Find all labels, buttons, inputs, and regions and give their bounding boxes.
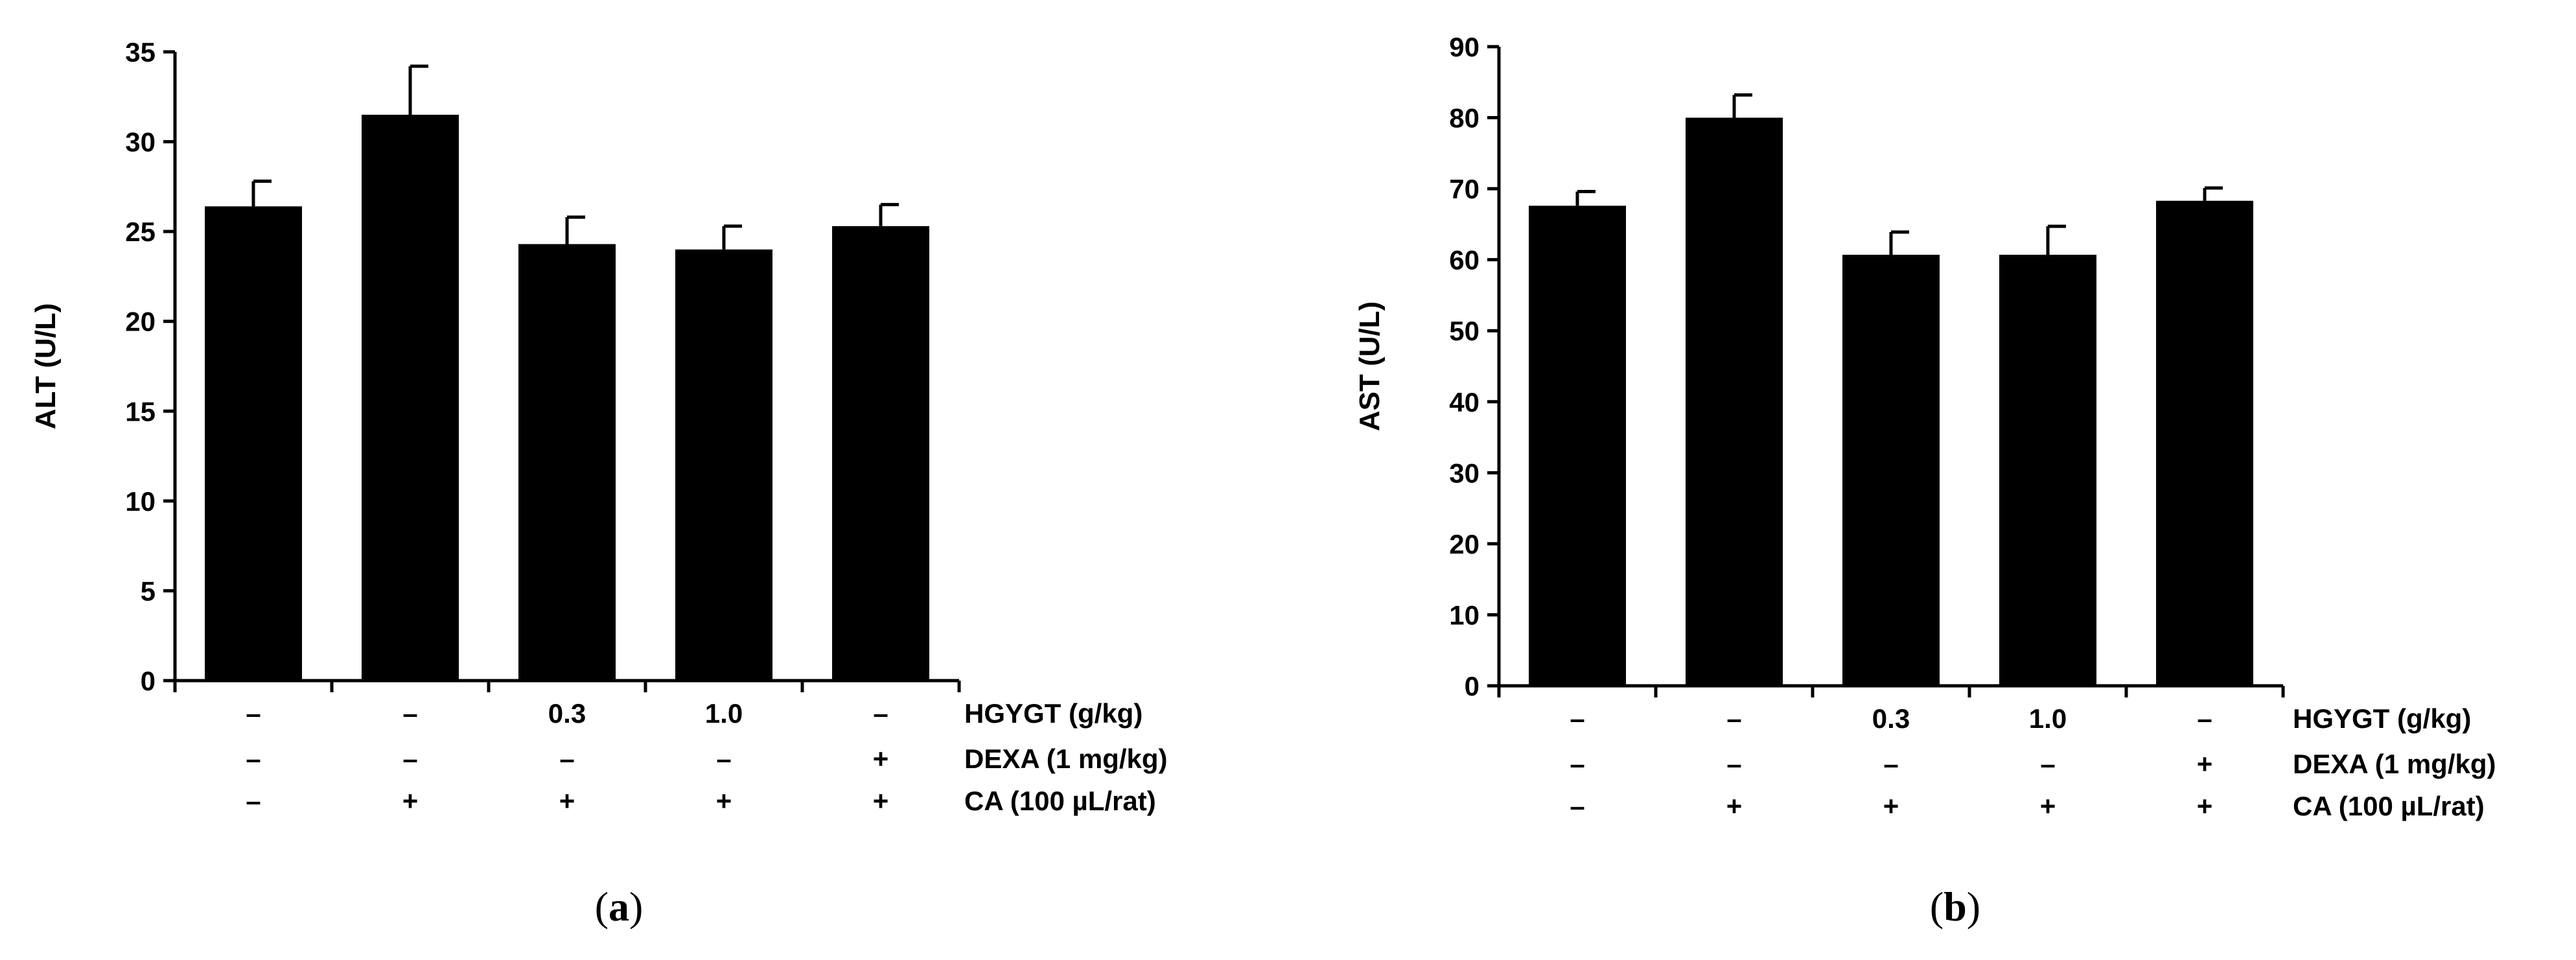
bar xyxy=(1686,117,1783,686)
condition-value: – xyxy=(246,786,261,816)
y-tick-label: 0 xyxy=(141,666,156,696)
condition-value: – xyxy=(1883,749,1898,779)
y-tick-label: 30 xyxy=(1449,458,1479,488)
bar xyxy=(362,115,459,681)
condition-value: + xyxy=(2197,749,2213,779)
condition-label: HGYGT (g/kg) xyxy=(2293,703,2471,734)
y-tick-label: 25 xyxy=(125,217,156,247)
condition-value: – xyxy=(402,743,417,774)
condition-value: – xyxy=(2040,749,2055,779)
y-tick-label: 70 xyxy=(1449,174,1479,204)
condition-value: + xyxy=(559,786,575,816)
chart-panel-a: 0 5 10 15 20 25 30 35 ALT (U/L) – – 0.3 1.0 – HGYGT (g… xyxy=(30,37,1167,930)
y-tick-label: 35 xyxy=(125,37,156,67)
y-tick-label: 80 xyxy=(1449,103,1479,134)
y-tick-label: 30 xyxy=(125,127,156,158)
condition-value: – xyxy=(246,698,261,729)
condition-value: – xyxy=(1726,703,1741,734)
y-tick-label: 10 xyxy=(125,486,156,517)
condition-value: 1.0 xyxy=(705,698,743,729)
condition-value: – xyxy=(402,698,417,729)
chart-panel-b: 0 10 20 30 40 50 60 70 80 90 AST (U/L) – – 0.3 1.0 – HGY… xyxy=(1354,32,2496,930)
bar xyxy=(205,206,302,681)
panel-label: (a) xyxy=(595,884,644,930)
condition-value: + xyxy=(873,786,889,816)
condition-value: + xyxy=(2197,791,2213,821)
y-tick-label: 20 xyxy=(125,307,156,337)
condition-value: – xyxy=(1570,749,1584,779)
condition-value: – xyxy=(559,743,574,774)
condition-value: – xyxy=(716,743,731,774)
condition-value: – xyxy=(1726,749,1741,779)
y-tick-label: 50 xyxy=(1449,316,1479,346)
y-axis-label: AST (U/L) xyxy=(1354,301,1386,431)
condition-value: – xyxy=(873,698,888,729)
bar xyxy=(832,226,929,681)
condition-value: – xyxy=(1570,791,1584,821)
y-tick-label: 20 xyxy=(1449,529,1479,559)
y-tick-label: 40 xyxy=(1449,387,1479,417)
y-tick-label: 90 xyxy=(1449,32,1479,62)
bar xyxy=(1529,205,1626,686)
condition-value: + xyxy=(1883,791,1899,821)
condition-value: – xyxy=(1570,703,1584,734)
panel-label: (b) xyxy=(1930,884,1980,930)
condition-value: + xyxy=(716,786,732,816)
y-axis-label: ALT (U/L) xyxy=(30,303,62,430)
condition-label: DEXA (1 mg/kg) xyxy=(964,743,1167,774)
bar xyxy=(675,249,772,681)
bar xyxy=(1999,254,2096,686)
condition-value: – xyxy=(2197,703,2212,734)
condition-value: + xyxy=(873,743,889,774)
bar xyxy=(1842,254,1940,686)
y-tick-label: 0 xyxy=(1465,671,1479,701)
y-tick-label: 15 xyxy=(125,396,156,427)
condition-value: + xyxy=(2040,791,2056,821)
condition-label: CA (100 µL/rat) xyxy=(2293,791,2485,821)
bar xyxy=(2156,200,2253,686)
condition-value: – xyxy=(246,743,261,774)
bar xyxy=(518,244,616,681)
condition-value: 0.3 xyxy=(1872,703,1910,734)
condition-value: + xyxy=(402,786,419,816)
condition-value: 1.0 xyxy=(2029,703,2067,734)
y-tick-label: 10 xyxy=(1449,600,1479,630)
condition-label: DEXA (1 mg/kg) xyxy=(2293,749,2496,779)
y-tick-label: 60 xyxy=(1449,245,1479,275)
y-tick-label: 5 xyxy=(141,576,156,606)
condition-label: CA (100 µL/rat) xyxy=(964,786,1156,816)
condition-value: + xyxy=(1726,791,1743,821)
condition-value: 0.3 xyxy=(548,698,586,729)
condition-label: HGYGT (g/kg) xyxy=(964,698,1143,729)
